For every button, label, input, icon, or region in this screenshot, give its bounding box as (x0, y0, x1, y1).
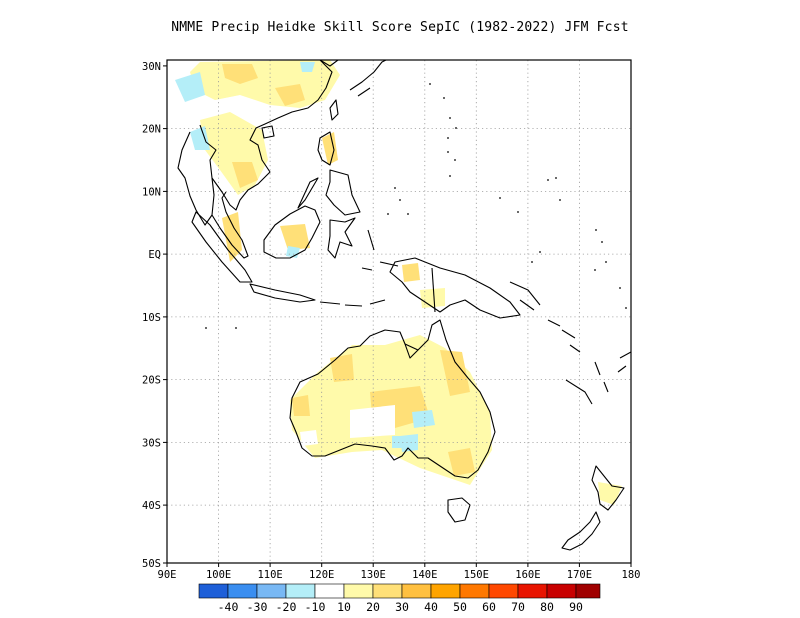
coastline-palawan (297, 177, 319, 209)
coastline-malay-peninsula (211, 177, 249, 259)
coastline-hainan (261, 125, 275, 139)
coastline-maluku (361, 229, 399, 271)
y-tick-label: 30N (142, 61, 161, 73)
x-tick-label: 170E (567, 569, 592, 581)
coastline-fiji (617, 351, 631, 373)
colorbar-labels: -40 -30 -20 -10 10 20 30 40 50 60 70 80 … (218, 600, 583, 614)
x-tick-label: 180 (622, 569, 641, 581)
coastline-vanuatu (594, 361, 609, 393)
x-tick-label: 100E (206, 569, 231, 581)
x-tick-label: 90E (158, 569, 177, 581)
colorbar-swatch (343, 583, 374, 599)
x-tick-label: 140E (412, 569, 437, 581)
coastline-new-guinea (389, 257, 521, 319)
y-tick-label: 40S (142, 500, 161, 512)
colorbar-label: 20 (366, 600, 380, 614)
colorbar-swatch (430, 583, 461, 599)
coastline-australia (289, 319, 496, 479)
colorbar-label: 10 (337, 600, 351, 614)
colorbar-label: -20 (276, 600, 297, 614)
colorbar-swatch (575, 583, 601, 599)
coastline-java (249, 283, 316, 303)
colorbar-swatch (256, 583, 287, 599)
coastline-luzon (317, 131, 335, 166)
y-tick-label: 20S (142, 375, 161, 387)
x-tick-label: 130E (361, 569, 386, 581)
x-tick-label: 160E (515, 569, 540, 581)
x-tick-label: 120E (309, 569, 334, 581)
skill-shading (175, 60, 622, 505)
colorbar-swatch (314, 583, 345, 599)
y-tick-label: 30S (142, 437, 161, 449)
coastline-nz-south (561, 511, 601, 551)
colorbar-swatch (546, 583, 577, 599)
border-new-guinea (431, 267, 436, 313)
x-tick-label: 150E (464, 569, 489, 581)
colorbar-swatch (401, 583, 432, 599)
colorbar-label: -30 (247, 600, 268, 614)
coastline-bismarck (509, 281, 541, 311)
colorbar-label: 50 (453, 600, 467, 614)
coastline-nz-north (591, 465, 625, 511)
coastline-borneo (263, 205, 321, 259)
colorbar-swatch (459, 583, 490, 599)
y-tick-label: 20N (142, 124, 161, 136)
coastline-lesser-sunda (319, 299, 386, 307)
coastline-sulawesi (327, 217, 356, 259)
coastline-visayas-mindanao (325, 169, 361, 216)
coastline-east-asia (199, 60, 333, 211)
islands (205, 83, 627, 329)
y-tick-label: 50S (142, 558, 161, 570)
coastline-taiwan (329, 99, 339, 121)
coastline-sumatra (191, 211, 253, 283)
colorbar-label: 90 (569, 600, 583, 614)
plot-frame (166, 59, 632, 564)
coastline-japan (349, 60, 387, 97)
colorbar-swatch (488, 583, 519, 599)
coastline-myanmar (177, 131, 213, 226)
coastline-tasmania (447, 497, 471, 523)
coastline-korea (319, 60, 339, 67)
gridlines (167, 60, 631, 563)
y-tick-label: 10S (142, 312, 161, 324)
colorbar-swatch (227, 583, 258, 599)
colorbar-label: 80 (540, 600, 554, 614)
colorbar-swatch (198, 583, 229, 599)
colorbar-label: -40 (218, 600, 239, 614)
colorbar-swatch (285, 583, 316, 599)
coastline-carpentaria (404, 343, 419, 359)
colorbar-label: -10 (305, 600, 326, 614)
coastline-new-caledonia (565, 379, 593, 405)
colorbar-label: 60 (482, 600, 496, 614)
y-tick-label: EQ (148, 249, 161, 261)
y-axis-labels: 30N 20N 10N EQ 10S 20S 30S 40S 50S (142, 61, 161, 570)
coastline-solomons (547, 319, 581, 353)
coastlines (177, 60, 631, 551)
colorbar-label: 30 (395, 600, 409, 614)
colorbar-label: 40 (424, 600, 438, 614)
y-tick-label: 10N (142, 186, 161, 198)
colorbar (198, 583, 601, 599)
x-axis-labels: 90E 100E 110E 120E 130E 140E 150E 160E 1… (158, 569, 641, 581)
colorbar-label: 70 (511, 600, 525, 614)
colorbar-swatch (372, 583, 403, 599)
tick-marks (163, 65, 632, 567)
map-title: NMME Precip Heidke Skill Score SepIC (19… (171, 20, 629, 35)
x-tick-label: 110E (257, 569, 282, 581)
colorbar-swatch (517, 583, 548, 599)
